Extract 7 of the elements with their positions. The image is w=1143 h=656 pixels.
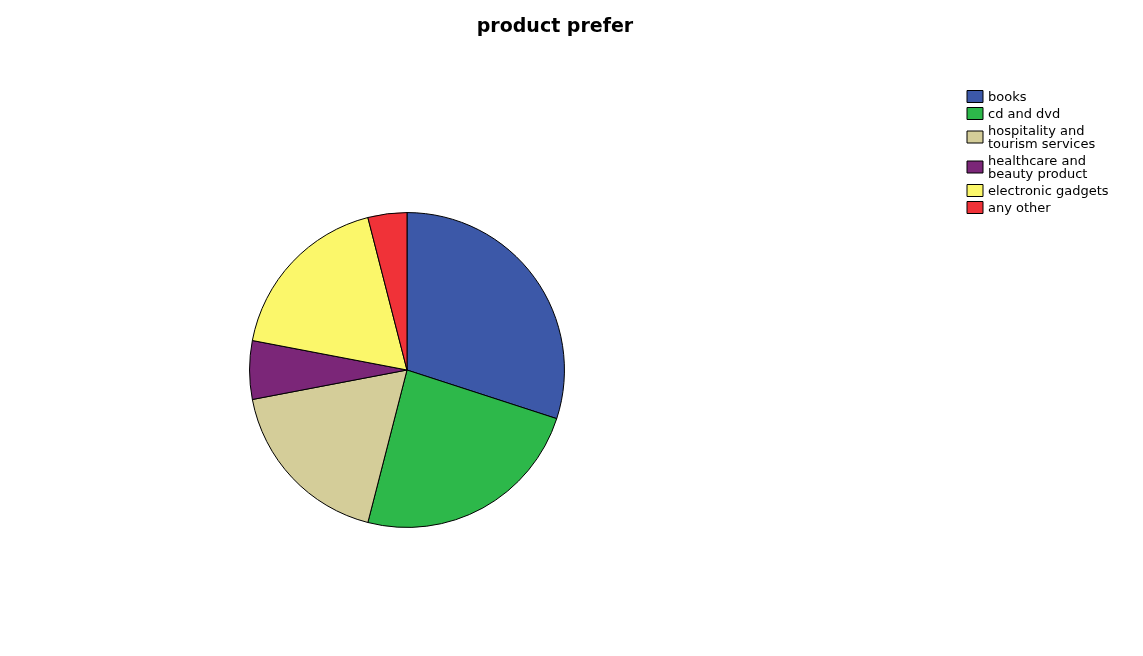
legend-label: any other <box>988 200 1052 215</box>
legend-label: healthcare and beauty product <box>988 153 1091 181</box>
legend-label: hospitality and tourism services <box>988 123 1096 151</box>
legend-label: electronic gadgets <box>988 183 1109 198</box>
chart-title: product prefer <box>476 13 634 36</box>
legend-label: books <box>988 89 1027 104</box>
legend-label: cd and dvd <box>988 106 1061 121</box>
